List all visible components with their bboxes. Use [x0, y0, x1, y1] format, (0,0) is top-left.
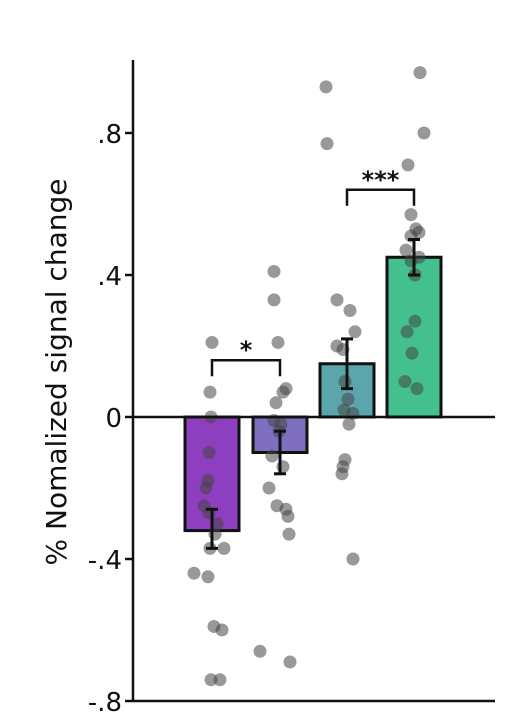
data-point — [417, 126, 431, 140]
data-point — [213, 673, 227, 687]
significance-label: * — [240, 336, 253, 364]
data-point — [271, 335, 285, 349]
data-point — [262, 481, 276, 495]
data-point — [201, 570, 215, 584]
data-point — [269, 396, 283, 410]
data-point — [210, 517, 224, 530]
data-point — [203, 385, 217, 399]
data-point — [265, 449, 279, 463]
significance-bracket-2: *** — [345, 166, 416, 206]
data-point — [404, 208, 418, 222]
data-point — [343, 304, 357, 317]
data-point — [281, 509, 295, 523]
data-point — [283, 655, 297, 669]
y-tick-label: 0 — [105, 404, 122, 434]
data-point — [276, 385, 290, 399]
data-point — [410, 382, 424, 396]
data-point — [215, 623, 229, 637]
data-point — [405, 346, 419, 360]
data-point — [319, 80, 333, 94]
y-tick-label: -.4 — [88, 546, 122, 576]
data-point — [208, 527, 222, 541]
data-point — [408, 314, 422, 328]
data-point — [398, 375, 412, 388]
data-point — [205, 335, 219, 349]
data-point — [330, 293, 344, 307]
data-point — [348, 325, 362, 339]
data-point — [217, 541, 231, 555]
error-bar-3 — [341, 337, 353, 391]
data-point — [320, 137, 334, 151]
data-point — [202, 446, 216, 459]
data-point — [404, 254, 418, 268]
data-point — [399, 243, 413, 257]
significance-bracket-line — [345, 188, 416, 206]
data-point — [267, 293, 281, 307]
data-point — [187, 566, 201, 580]
data-point — [204, 673, 218, 687]
y-tick-label: .4 — [97, 262, 122, 292]
y-tick-label: .8 — [97, 120, 122, 150]
data-point — [400, 325, 414, 339]
significance-label: *** — [362, 166, 400, 194]
data-point — [267, 264, 281, 278]
data-point — [346, 552, 360, 566]
error-bar-2 — [274, 429, 286, 476]
data-point — [413, 66, 427, 80]
data-point — [253, 644, 267, 658]
data-point — [199, 481, 213, 495]
significance-bracket-1: * — [210, 336, 282, 377]
data-point — [338, 375, 352, 388]
significance-bracket-line — [210, 358, 282, 377]
data-point — [341, 392, 355, 406]
data-point — [276, 460, 290, 474]
error-bar-4 — [408, 238, 420, 277]
y-tick-label: -.8 — [88, 688, 122, 718]
error-bar-1 — [206, 507, 218, 550]
y-axis-title: % Nomalized signal change — [40, 179, 73, 566]
data-point — [282, 527, 296, 541]
data-point — [335, 467, 349, 481]
data-point — [342, 417, 356, 431]
data-point — [401, 158, 415, 172]
